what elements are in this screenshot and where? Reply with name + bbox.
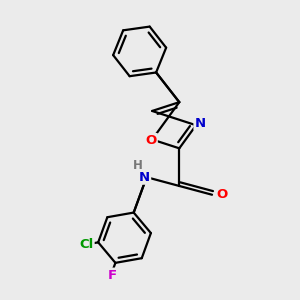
Text: N: N (139, 171, 150, 184)
Text: O: O (146, 134, 157, 147)
Text: H: H (133, 159, 142, 172)
Text: N: N (194, 117, 206, 130)
Text: F: F (107, 268, 117, 282)
Text: Cl: Cl (80, 238, 94, 251)
Text: O: O (216, 188, 228, 201)
